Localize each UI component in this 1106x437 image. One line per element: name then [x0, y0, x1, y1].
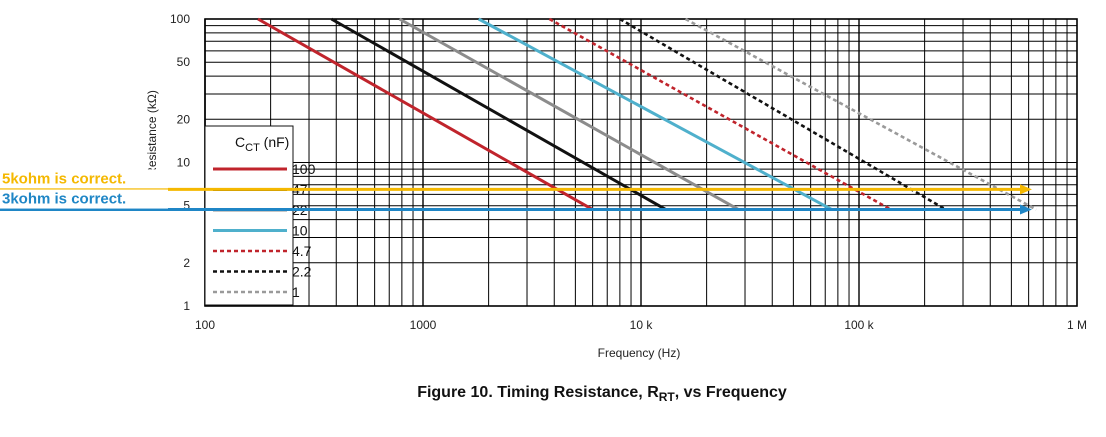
y-axis-label: Resistance (kΩ) — [145, 90, 159, 176]
grid — [204, 18, 1078, 307]
legend-label-10: 10 — [292, 223, 308, 239]
legend-label-4.7: 4.7 — [292, 243, 312, 259]
series-line-100 — [257, 17, 594, 211]
caption-main: Figure 10. Timing Resistance, R — [417, 384, 659, 401]
y-tick-label: 10 — [177, 156, 191, 170]
x-axis-label: Frequency (Hz) — [598, 346, 681, 360]
legend-title-main: C — [235, 134, 245, 150]
legend-label-2.2: 2.2 — [292, 264, 312, 280]
annotation-text-bg — [0, 169, 168, 189]
x-tick-label: 1 M — [1067, 318, 1087, 332]
y-tick-labels: 1 2 5 10 20 50 100 — [170, 12, 190, 313]
caption-sub: RT — [659, 390, 676, 404]
y-tick-label: 5 — [183, 199, 190, 213]
y-tick-label: 100 — [170, 12, 190, 26]
legend-title-suffix: (nF) — [260, 134, 290, 150]
x-tick-labels: 100 1000 10 k 100 k 1 M — [195, 318, 1087, 332]
x-tick-label: 1000 — [410, 318, 437, 332]
series-line-1 — [684, 17, 1037, 211]
x-tick-label: 100 k — [844, 318, 874, 332]
annotation-text-bg — [0, 189, 168, 209]
annotation-arrowhead — [1020, 184, 1032, 195]
legend-label-100: 100 — [292, 161, 316, 177]
x-tick-label: 100 — [195, 318, 215, 332]
annotations: 5kohm is correct. 3kohm is correct. — [0, 169, 1032, 215]
series-line-4.7 — [548, 17, 892, 211]
y-tick-label: 20 — [177, 112, 191, 126]
annotation-label: 5kohm is correct. — [2, 170, 126, 187]
caption-suffix: , vs Frequency — [675, 384, 787, 401]
annotation-label: 3kohm is correct. — [2, 191, 126, 208]
series-lines — [257, 17, 1037, 211]
annotation-arrowhead — [1020, 204, 1032, 215]
legend-title-sub: CT — [245, 142, 260, 154]
legend-label-1: 1 — [292, 284, 300, 300]
series-line-10 — [477, 17, 833, 211]
series-line-22 — [398, 17, 740, 211]
y-tick-label: 1 — [183, 299, 190, 313]
legend-title: CCT (nF) — [235, 134, 289, 154]
series-line-47 — [330, 17, 667, 211]
figure-caption: Figure 10. Timing Resistance, RRT, vs Fr… — [417, 384, 787, 404]
legend-box — [204, 125, 294, 306]
y-tick-label: 2 — [183, 256, 190, 270]
series-line-2.2 — [619, 17, 947, 211]
x-tick-label: 10 k — [630, 318, 654, 332]
y-tick-label: 50 — [177, 55, 191, 69]
